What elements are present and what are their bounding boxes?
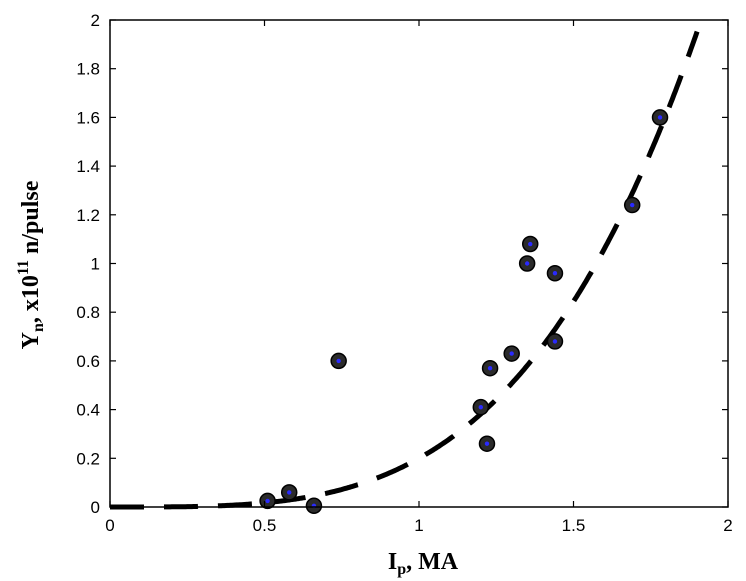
data-point-center bbox=[478, 404, 483, 410]
data-point-center bbox=[487, 366, 493, 371]
fit-curve-group bbox=[110, 30, 700, 510]
data-point-center bbox=[287, 490, 292, 495]
data-point-center bbox=[528, 241, 533, 247]
y-tick-label: 1 bbox=[91, 255, 100, 274]
y-tick-label: 1.4 bbox=[76, 157, 100, 176]
y-axis-label: Yn, x1011 n/pulse bbox=[15, 180, 47, 349]
data-point-center bbox=[657, 115, 663, 120]
x-tick-label: 0.5 bbox=[253, 516, 277, 535]
y-tick-label: 1.2 bbox=[76, 206, 100, 225]
data-point-center bbox=[265, 498, 270, 504]
x-tick-label: 2 bbox=[723, 516, 732, 535]
x-tick-label: 1.5 bbox=[562, 516, 586, 535]
y-tick-label: 1.6 bbox=[76, 108, 100, 127]
y-tick-label: 2 bbox=[91, 11, 100, 30]
y-tick-label: 0.2 bbox=[76, 449, 100, 468]
data-point-center bbox=[552, 271, 558, 276]
fit-curve bbox=[110, 30, 700, 510]
x-tick-label: 1 bbox=[414, 516, 423, 535]
data-point-center bbox=[484, 441, 490, 446]
axis-ticks-group: 0 0.5 1 1.5 2 0 0.2 0.4 0.6 0.8 1 1.2 1.4 1.6 1.8 2 bbox=[76, 11, 732, 535]
y-tick-label: 0.4 bbox=[76, 401, 100, 420]
data-point-center bbox=[552, 339, 558, 344]
x-tick-label: 0 bbox=[105, 516, 114, 535]
y-tick-label: 1.8 bbox=[76, 60, 100, 79]
y-tick-label: 0.6 bbox=[76, 352, 100, 371]
x-axis-label: Ip, MA bbox=[388, 549, 459, 578]
plot-area-frame bbox=[109, 19, 729, 508]
data-point-center bbox=[336, 358, 341, 364]
y-tick-label: 0 bbox=[91, 498, 100, 517]
data-point-center bbox=[509, 351, 514, 356]
y-tick-label: 0.8 bbox=[76, 303, 100, 322]
data-points-group bbox=[259, 109, 669, 515]
data-point-center bbox=[524, 261, 530, 266]
data-point-center bbox=[630, 202, 635, 208]
